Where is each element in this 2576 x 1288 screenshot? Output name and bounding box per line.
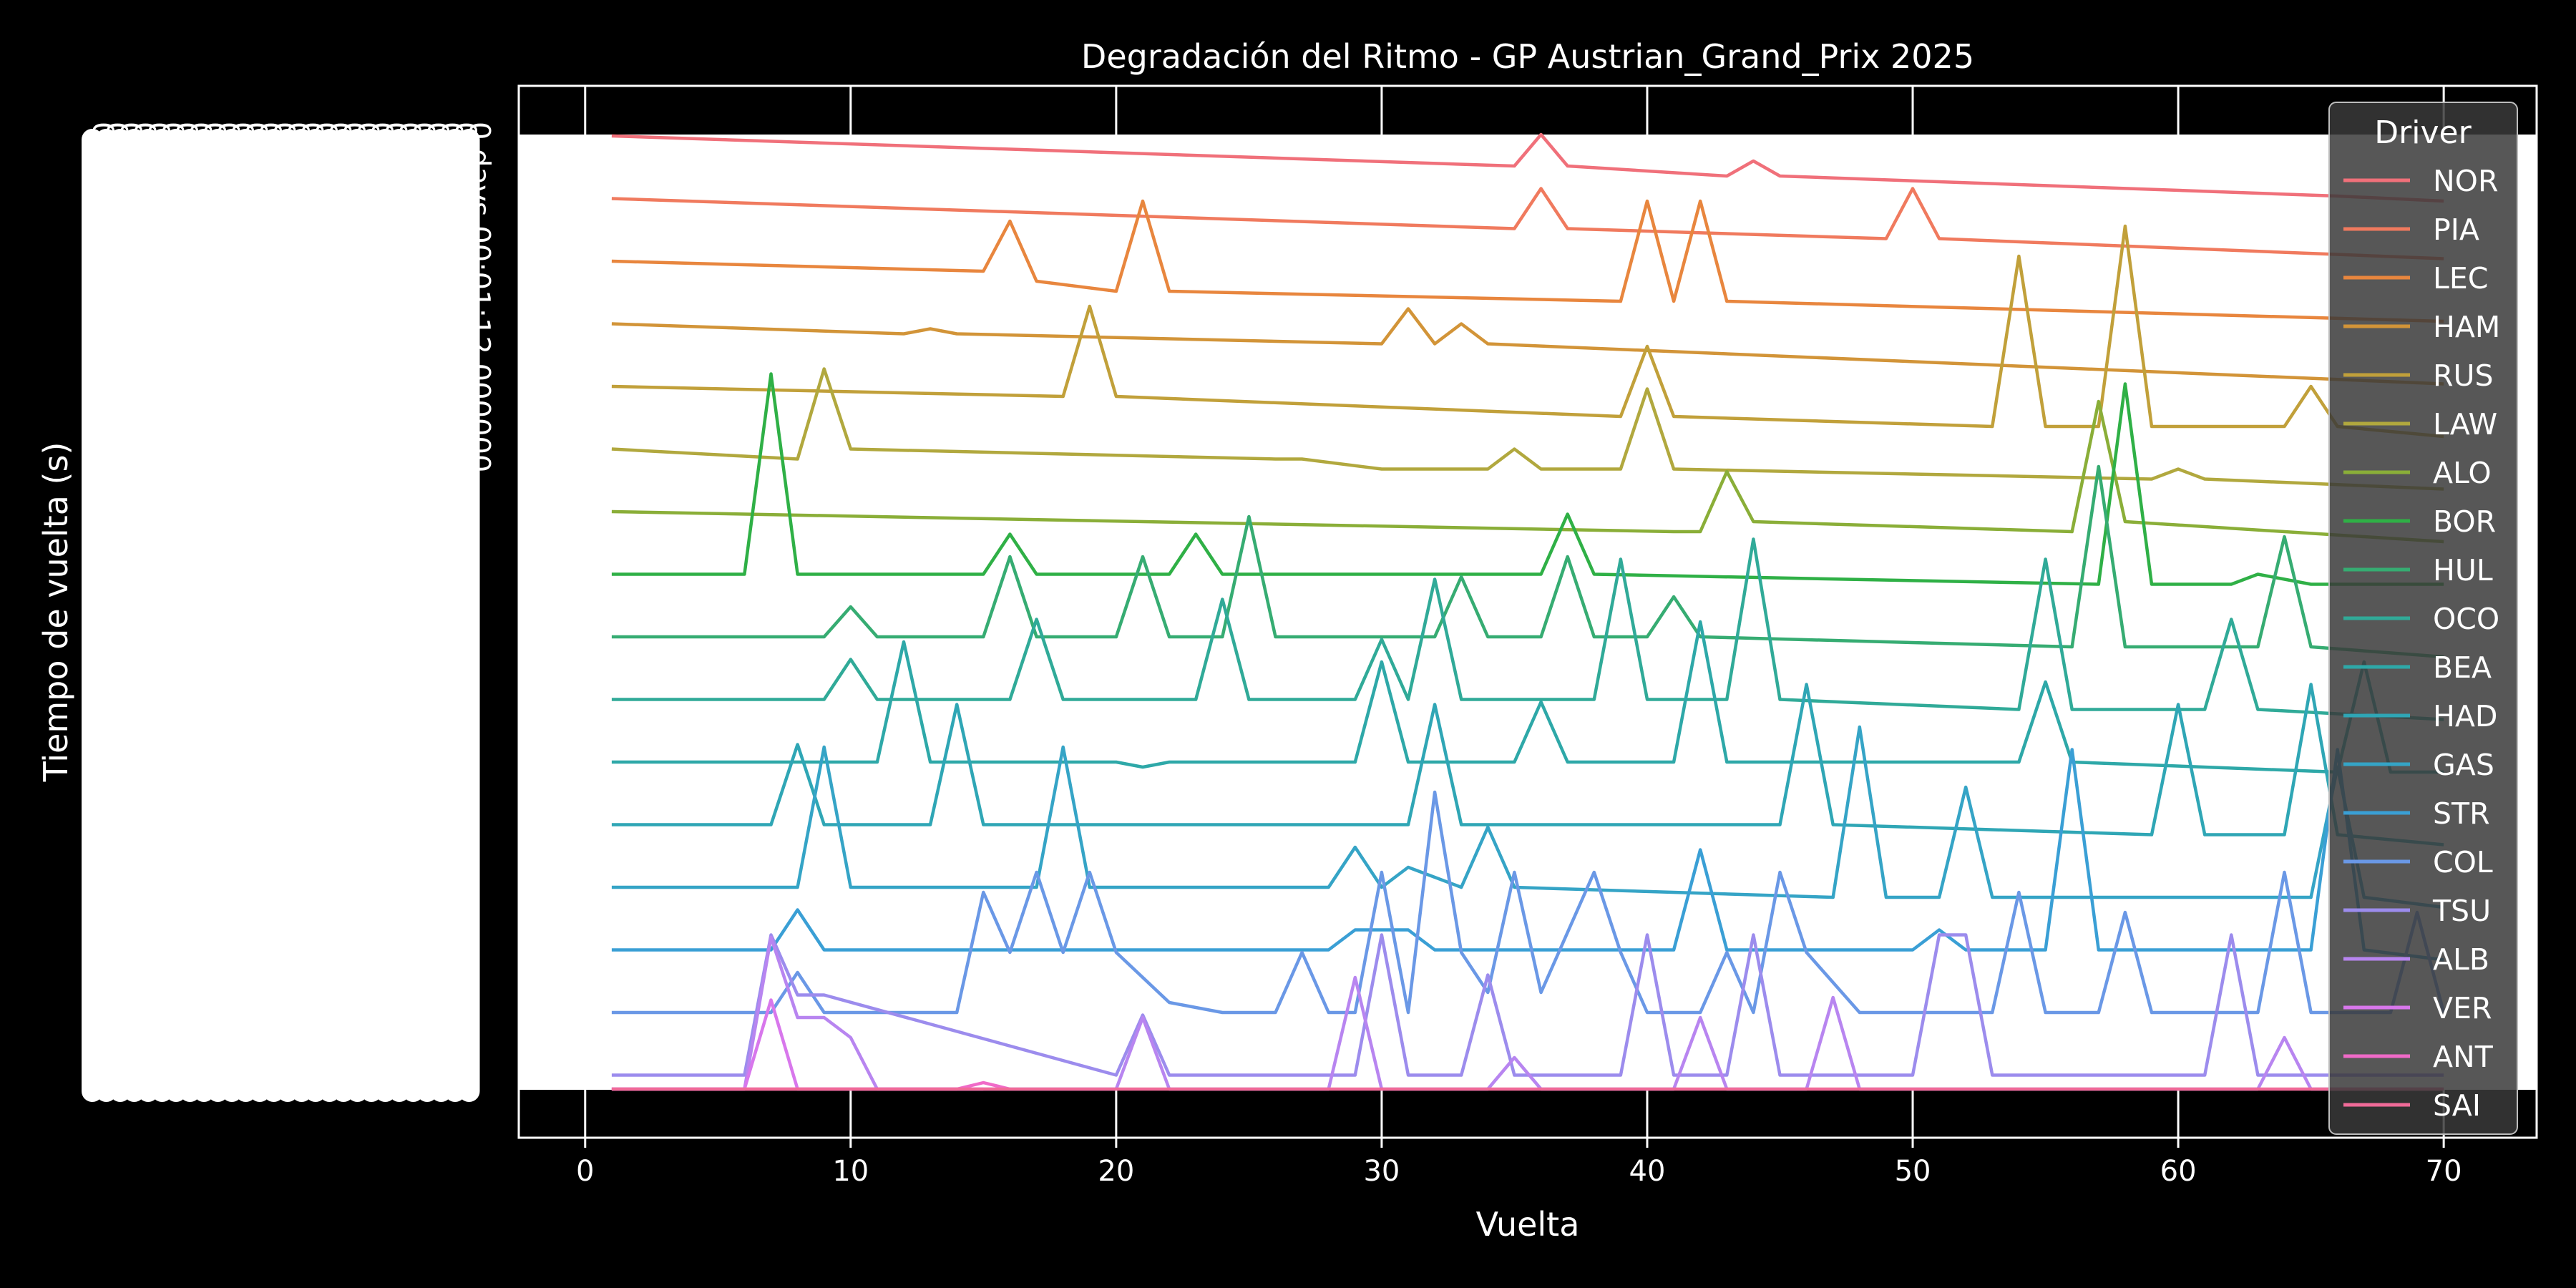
series-line-ham	[611, 307, 2444, 386]
legend-entry: BOR	[2433, 504, 2496, 539]
chart-title: Degradación del Ritmo - GP Austrian_Gran…	[1081, 37, 1974, 76]
x-tick-label: 50	[1895, 1155, 1931, 1188]
legend-entry: BEA	[2433, 650, 2492, 685]
series-line-alo	[611, 399, 2444, 544]
y-axis-label: Tiempo de vuelta (s)	[36, 442, 75, 783]
x-tick-label: 30	[1363, 1155, 1400, 1188]
x-tick-label: 60	[2160, 1155, 2197, 1188]
legend-entry: ALO	[2433, 456, 2492, 490]
legend-entry: GAS	[2433, 748, 2494, 782]
series-line-bor	[611, 372, 2444, 586]
x-ticks: 0 10 20 30 40 50 60 70	[576, 1138, 2462, 1188]
series-line-str	[611, 748, 2444, 962]
legend-entry: TSU	[2432, 894, 2491, 928]
legend-entry: HAM	[2433, 310, 2500, 344]
legend-entry: VER	[2433, 991, 2492, 1025]
series-line-nor	[611, 132, 2444, 203]
x-tick-label: 20	[1098, 1155, 1134, 1188]
legend-box	[2328, 102, 2518, 1135]
legend: Driver NOR PIA LEC HAM RUS LAW ALO BOR HUL OCO BEA…	[2328, 102, 2518, 1135]
x-tick-label: 40	[1629, 1155, 1666, 1188]
x-tick-label: 0	[576, 1155, 594, 1188]
series-line-had	[611, 683, 2444, 847]
legend-entry: COL	[2433, 845, 2493, 879]
series-line-hul	[611, 464, 2444, 659]
series-line-col	[611, 790, 2446, 1015]
legend-entry: ALB	[2433, 942, 2489, 977]
legend-entry: LAW	[2433, 407, 2497, 441]
y-tick-label-bar	[458, 129, 480, 1102]
series-line-gas	[611, 725, 2444, 909]
legend-entry: HAD	[2433, 699, 2497, 733]
series-line-oco	[611, 537, 2444, 721]
x-axis-label: Vuelta	[1476, 1205, 1580, 1244]
series-line-tsu	[611, 933, 2444, 1077]
series-line-pia	[611, 187, 2444, 260]
legend-title: Driver	[2374, 114, 2472, 151]
legend-entry: SAI	[2433, 1088, 2481, 1123]
legend-entry: ANT	[2433, 1040, 2494, 1074]
x-tick-label: 10	[832, 1155, 869, 1188]
series-line-law	[611, 367, 2444, 491]
legend-entry: PIA	[2433, 213, 2479, 247]
legend-entry: STR	[2433, 796, 2490, 831]
legend-entry: OCO	[2433, 602, 2499, 636]
legend-entry: LEC	[2433, 261, 2488, 296]
legend-entry: RUS	[2433, 358, 2494, 393]
legend-entry: NOR	[2433, 164, 2498, 198]
plot-frame	[517, 84, 2538, 1139]
series-line-bea	[611, 620, 2444, 774]
legend-entry: HUL	[2433, 553, 2493, 587]
x-tick-label: 70	[2426, 1155, 2462, 1188]
series-lines	[611, 132, 2446, 1091]
series-line-lec	[611, 199, 2444, 323]
series-line-rus	[611, 224, 2444, 439]
y-tick-labels: 0 days 00:01:08.0000000 days 00:01:12.00…	[82, 122, 496, 1102]
